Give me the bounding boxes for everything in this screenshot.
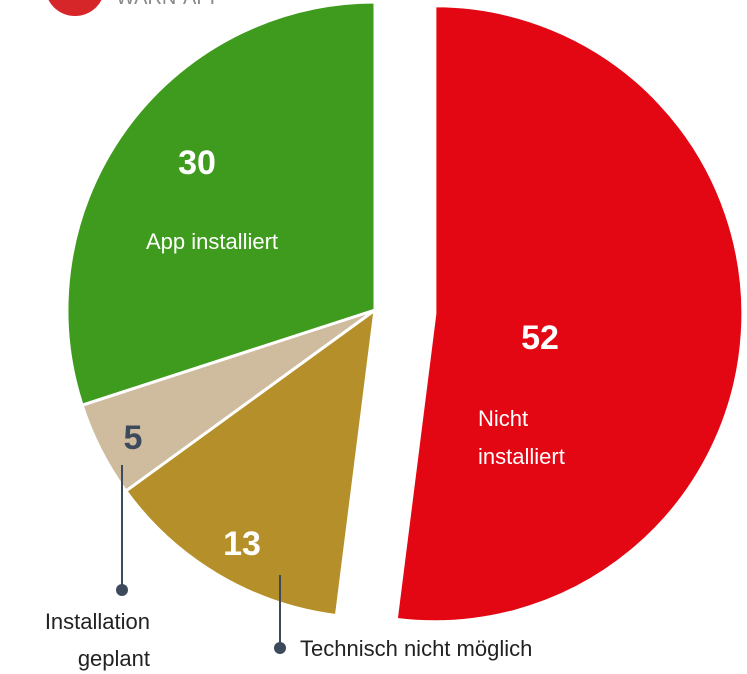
chart-title: WARN-APP <box>116 0 223 9</box>
leader-dot <box>274 642 286 654</box>
value-label: 5 <box>124 419 143 457</box>
pie-slice <box>394 4 745 624</box>
value-label: 30 <box>178 144 216 182</box>
pie-slice <box>123 306 377 618</box>
category-label: Technisch nicht möglich <box>300 636 532 661</box>
logo <box>48 0 102 16</box>
category-label: App installiert <box>146 229 278 254</box>
leader-dot <box>116 584 128 596</box>
value-label: 13 <box>223 525 261 563</box>
category-label: Installation geplant <box>44 609 150 671</box>
value-label: 52 <box>521 319 559 357</box>
category-label: Nicht installiert <box>478 406 565 469</box>
pie-slice <box>65 0 377 408</box>
